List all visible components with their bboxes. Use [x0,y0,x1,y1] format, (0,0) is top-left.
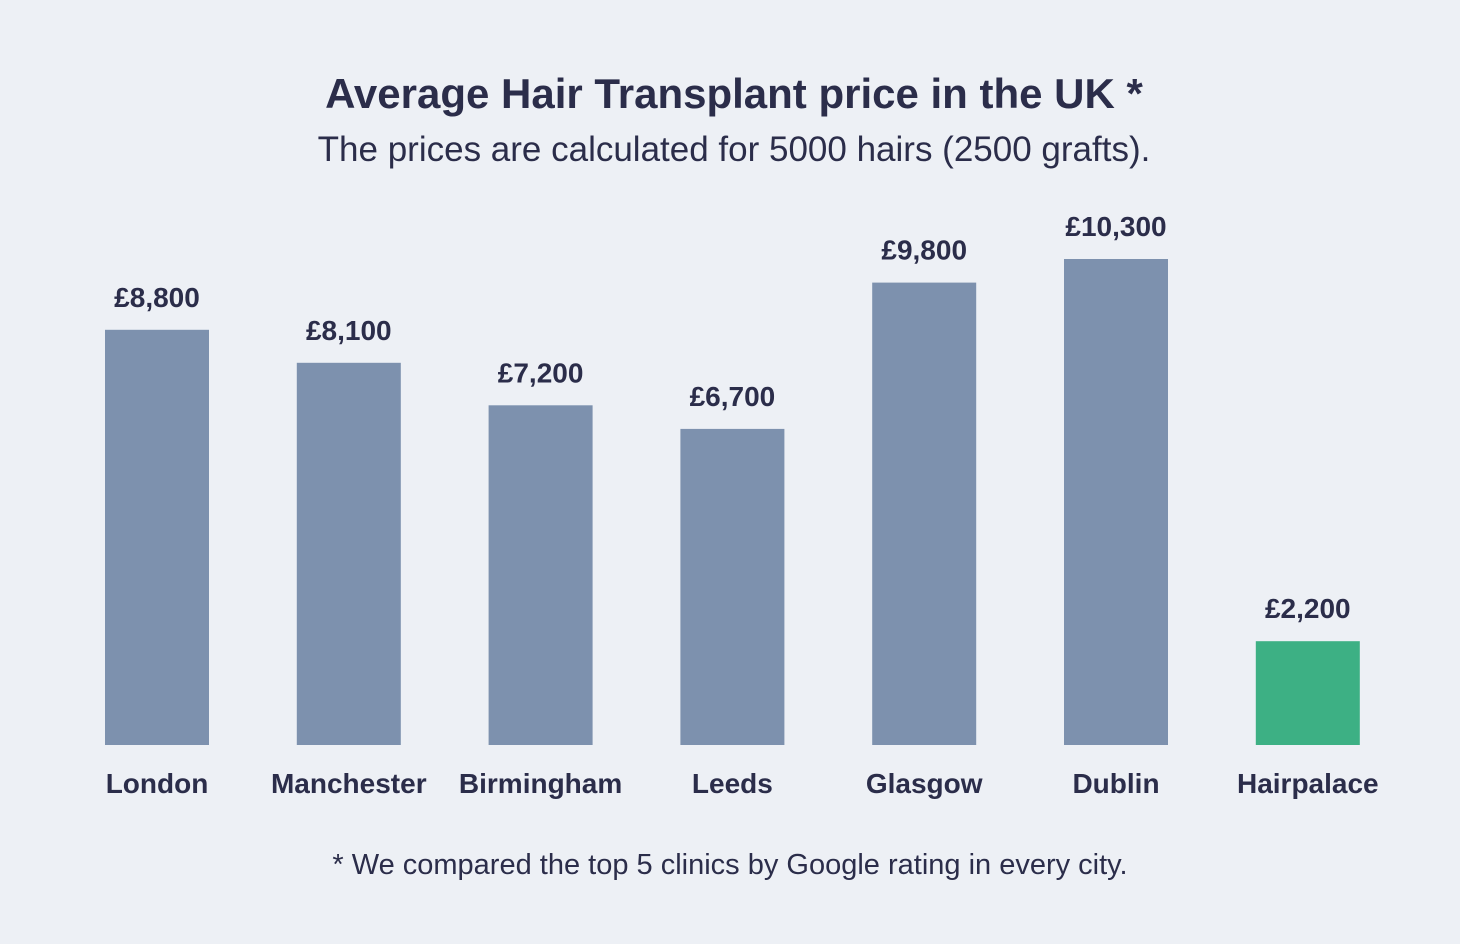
bar-glasgow [872,282,977,745]
category-label-manchester: Manchester [271,768,427,799]
chart-subtitle: The prices are calculated for 5000 hairs… [317,130,1151,169]
footnote: * We compared the top 5 clinics by Googl… [332,849,1128,881]
value-label-manchester: £8,100 [306,315,392,346]
category-label-london: London [106,768,209,799]
category-label-birmingham: Birmingham [459,768,622,799]
bar-leeds [680,428,785,745]
bar-birmingham [488,405,593,745]
chart-title: Average Hair Transplant price in the UK … [325,70,1143,117]
bar-dublin [1064,259,1168,745]
value-label-london: £8,800 [114,282,200,313]
value-label-hairpalace: £2,200 [1265,593,1351,624]
category-label-glasgow: Glasgow [866,768,983,799]
value-label-birmingham: £7,200 [498,357,584,388]
category-label-hairpalace: Hairpalace [1237,768,1379,799]
category-labels-group: London Manchester Birmingham Leeds Glasgow Du… [106,768,1379,799]
bars-group [105,259,1360,745]
category-label-dublin: Dublin [1072,768,1159,799]
value-label-leeds: £6,700 [690,381,776,412]
bar-manchester [296,362,401,745]
bar-hairpalace [1255,641,1360,745]
value-label-glasgow: £9,800 [881,235,967,266]
value-label-dublin: £10,300 [1065,211,1166,242]
category-label-leeds: Leeds [692,768,773,799]
value-labels-group: £8,800 £8,100 £7,200 £6,700 £9,800 £10,300 £2,… [114,211,1350,624]
bar-london [105,329,209,745]
